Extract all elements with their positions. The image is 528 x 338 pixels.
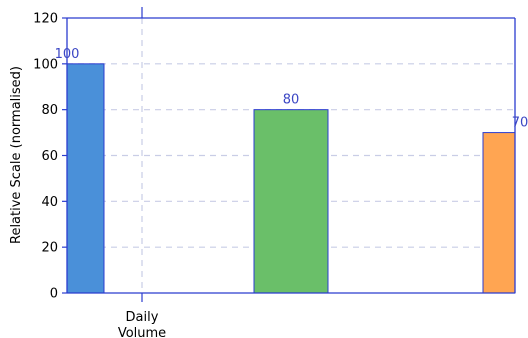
y-tick-label-100: 100 xyxy=(33,57,58,72)
x-tick-label-0: Daily Volume xyxy=(118,310,166,338)
bar-series-2 xyxy=(253,109,329,294)
bar-series-3 xyxy=(482,132,516,294)
y-axis-title: Relative Scale (normalised) xyxy=(9,66,24,244)
y-tick-label-0: 0 xyxy=(50,287,58,302)
data-label-series-1: 100 xyxy=(55,47,80,62)
y-tick-label-40: 40 xyxy=(41,195,58,210)
data-label-series-2: 80 xyxy=(283,93,300,108)
x-tick-label-line-1: Volume xyxy=(118,326,166,338)
bar-series-1 xyxy=(66,63,105,294)
y-tick-label-20: 20 xyxy=(41,241,58,256)
x-tick-label-line-0: Daily xyxy=(126,310,159,325)
bars xyxy=(66,63,516,294)
y-tick-label-80: 80 xyxy=(41,103,58,118)
y-tick-label-60: 60 xyxy=(41,149,58,164)
labels: 100 80 70 0 20 40 60 80 100 120 Daily Volume xyxy=(33,12,528,338)
y-tick-label-120: 120 xyxy=(33,12,58,27)
axes xyxy=(62,7,516,302)
data-label-series-3: 70 xyxy=(512,116,528,131)
